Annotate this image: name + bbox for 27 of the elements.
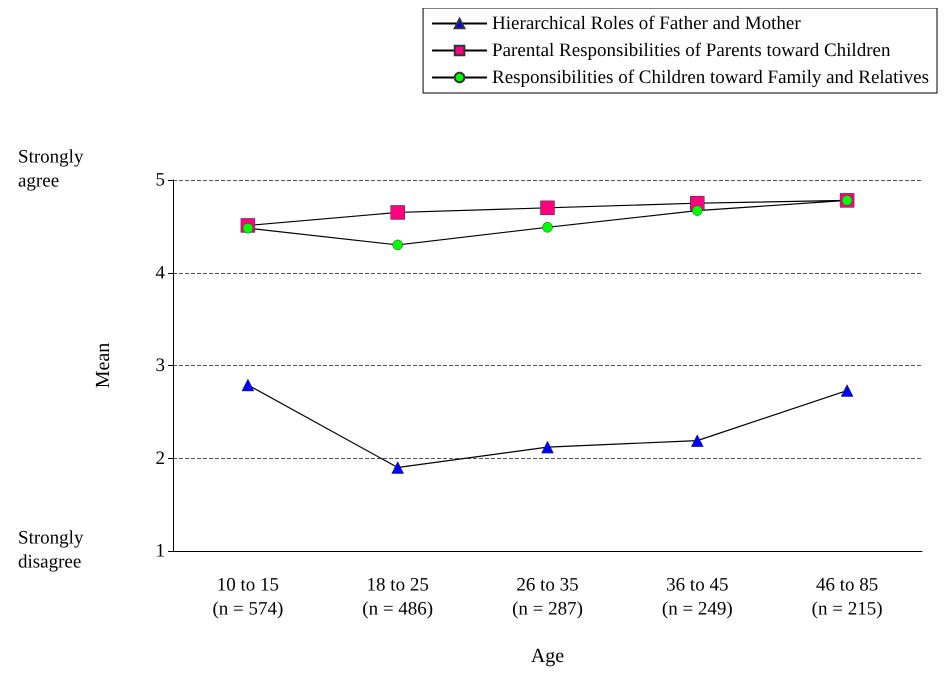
x-tick-label: 46 to 85 (n = 215): [812, 574, 883, 620]
point: [840, 384, 854, 397]
x-tick-label: 26 to 35 (n = 287): [512, 574, 583, 620]
point: [692, 205, 703, 216]
point: [542, 222, 553, 233]
text: Strongly disagree: [18, 528, 84, 572]
point: [242, 378, 254, 392]
point: [390, 205, 405, 220]
x-tick-label: 18 to 25 (n = 486): [362, 574, 434, 620]
point: [540, 200, 555, 216]
legend-label: Parental Responsibilities of Parents toward Children: [492, 40, 891, 61]
y-tick-label: 3: [156, 355, 165, 376]
y-tick-label: 5: [156, 170, 165, 190]
legend-label: Hierarchical Roles of Father and Mother: [492, 13, 802, 34]
x-tick-label: 36 to 45 (n = 249): [662, 574, 733, 620]
point: [391, 461, 404, 474]
text: Strongly agree: [18, 146, 84, 192]
x-tick-label: 10 to 15 (n = 574): [212, 574, 284, 620]
x-axis-title: Age: [530, 645, 564, 667]
y-tick-label: 1: [156, 540, 165, 562]
legend-label: Responsibilities of Children toward Family and Relatives: [492, 67, 930, 88]
point: [541, 440, 554, 454]
y-tick-label: 2: [156, 448, 165, 469]
point: [392, 240, 403, 250]
point: [691, 434, 704, 447]
y-axis-title: Mean: [92, 342, 114, 388]
y-tick-label: 4: [156, 262, 166, 284]
